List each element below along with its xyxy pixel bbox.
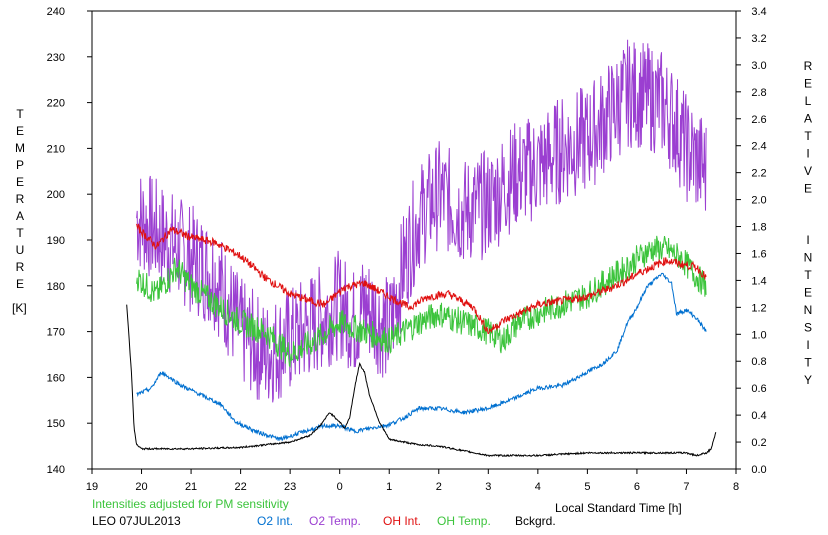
y-left-label-letter: E: [16, 124, 24, 138]
y-right-tick-label: 0.6: [751, 383, 766, 395]
y-right-tick-label: 3.0: [751, 60, 766, 72]
legend-background: Bckgrd.: [515, 514, 556, 528]
series-line-3: [136, 235, 707, 368]
y-right-tick-label: 1.4: [751, 275, 766, 287]
y-left-tick-label: 240: [47, 6, 65, 18]
y-right-tick-label: 3.2: [751, 33, 766, 45]
y-right-label-letter: I: [806, 147, 809, 161]
y-right-label-letter: V: [804, 164, 812, 178]
y-left-label-letter: T: [16, 226, 24, 240]
series-line-1: [136, 39, 707, 403]
x-tick-label: 19: [86, 481, 98, 493]
x-tick-label: 8: [733, 481, 739, 493]
y-left-tick-label: 140: [47, 464, 65, 476]
y-axis-left: 140 150 160 170 180 190 200 210 220 230 240: [47, 6, 92, 476]
y-right-label-letter: L: [805, 94, 812, 108]
x-tick-label: 3: [485, 481, 491, 493]
y-right-tick-label: 1.0: [751, 329, 766, 341]
x-axis: 19 20 21 22 23 0 1 2 3 4 5 6 7 8: [86, 469, 739, 493]
series-line-4: [126, 304, 717, 458]
y-right-tick-label: 1.8: [751, 222, 766, 234]
y-right-tick-label: 1.6: [751, 248, 766, 260]
x-tick-label: 2: [436, 481, 442, 493]
y-left-tick-label: 170: [47, 327, 65, 339]
series-line-0: [136, 272, 707, 442]
x-tick-label: 21: [185, 481, 197, 493]
x-tick-label: 5: [584, 481, 590, 493]
y-right-tick-label: 0.2: [751, 437, 766, 449]
y-right-label-letter: E: [804, 182, 812, 196]
y-right-tick-label: 0.4: [751, 410, 766, 422]
x-axis-label: Local Standard Time [h]: [555, 501, 682, 515]
y-right-label-letter: E: [804, 77, 812, 91]
y-right-tick-label: 2.4: [751, 141, 766, 153]
y-right-tick-label: 3.4: [751, 6, 766, 18]
x-tick-label: 22: [234, 481, 246, 493]
y-right-label-letter: E: [804, 286, 812, 300]
y-right-label-letter: I: [806, 233, 809, 247]
y-right-tick-label: 2.8: [751, 87, 766, 99]
y-left-label-letter: R: [16, 192, 25, 206]
y-left-label-letter: E: [16, 175, 24, 189]
y-right-label-letter: R: [804, 59, 813, 73]
legend-o2-temp: O2 Temp.: [309, 514, 361, 528]
x-tick-label: 20: [135, 481, 147, 493]
y-right-tick-label: 2.2: [751, 168, 766, 180]
y-right-tick-label: 0.8: [751, 356, 766, 368]
y-left-label-letter: A: [16, 209, 24, 223]
series-line-2: [136, 223, 707, 335]
y-left-label-letter: M: [15, 141, 25, 155]
y-left-label-letter: E: [16, 277, 24, 291]
y-left-tick-label: 150: [47, 418, 65, 430]
y-left-tick-label: 230: [47, 52, 65, 64]
sensitivity-note: Intensities adjusted for PM sensitivity: [92, 497, 289, 511]
y-right-tick-label: 0.0: [751, 464, 766, 476]
x-tick-label: 1: [386, 481, 392, 493]
y-right-label-letter: A: [804, 112, 812, 126]
y-right-tick-label: 1.2: [751, 302, 766, 314]
x-tick-label: 23: [284, 481, 296, 493]
y-right-tick-label: 2.6: [751, 114, 766, 126]
legend-o2-int: O2 Int.: [257, 514, 293, 528]
y-right-label-letter: T: [804, 356, 812, 370]
y-right-label-letter: T: [804, 268, 812, 282]
y-left-label-letter: T: [16, 107, 24, 121]
y-left-label-letter: P: [16, 158, 24, 172]
y-right-label-letter: S: [804, 321, 812, 335]
legend-oh-temp: OH Temp.: [437, 514, 491, 528]
y-left-tick-label: 180: [47, 281, 65, 293]
y-axis-right: 0.0 0.2 0.4 0.6 0.8 1.0 1.2 1.4 1.6 1.8 2.0 2.2 2.4 2…: [736, 6, 767, 476]
y-left-tick-label: 160: [47, 372, 65, 384]
y-right-label-letter: T: [804, 129, 812, 143]
y-left-tick-label: 220: [47, 98, 65, 110]
y-right-tick-label: 2.0: [751, 195, 766, 207]
y-right-label-letter: I: [806, 338, 809, 352]
x-tick-label: 6: [634, 481, 640, 493]
y-axis-left-unit: [K]: [12, 301, 27, 315]
y-right-label-letter: N: [804, 251, 813, 265]
y-left-label-letter: R: [16, 260, 25, 274]
y-left-tick-label: 200: [47, 189, 65, 201]
station-date: LEO 07JUL2013: [92, 514, 181, 528]
x-tick-label: 4: [535, 481, 541, 493]
y-left-tick-label: 210: [47, 143, 65, 155]
x-tick-label: 7: [683, 481, 689, 493]
legend-oh-int: OH Int.: [383, 514, 421, 528]
y-right-label-letter: Y: [804, 373, 812, 387]
y-left-label-letter: U: [16, 243, 25, 257]
y-right-label-letter: N: [804, 303, 813, 317]
y-left-tick-label: 190: [47, 235, 65, 247]
series-layer: [126, 39, 717, 458]
x-tick-label: 0: [337, 481, 343, 493]
